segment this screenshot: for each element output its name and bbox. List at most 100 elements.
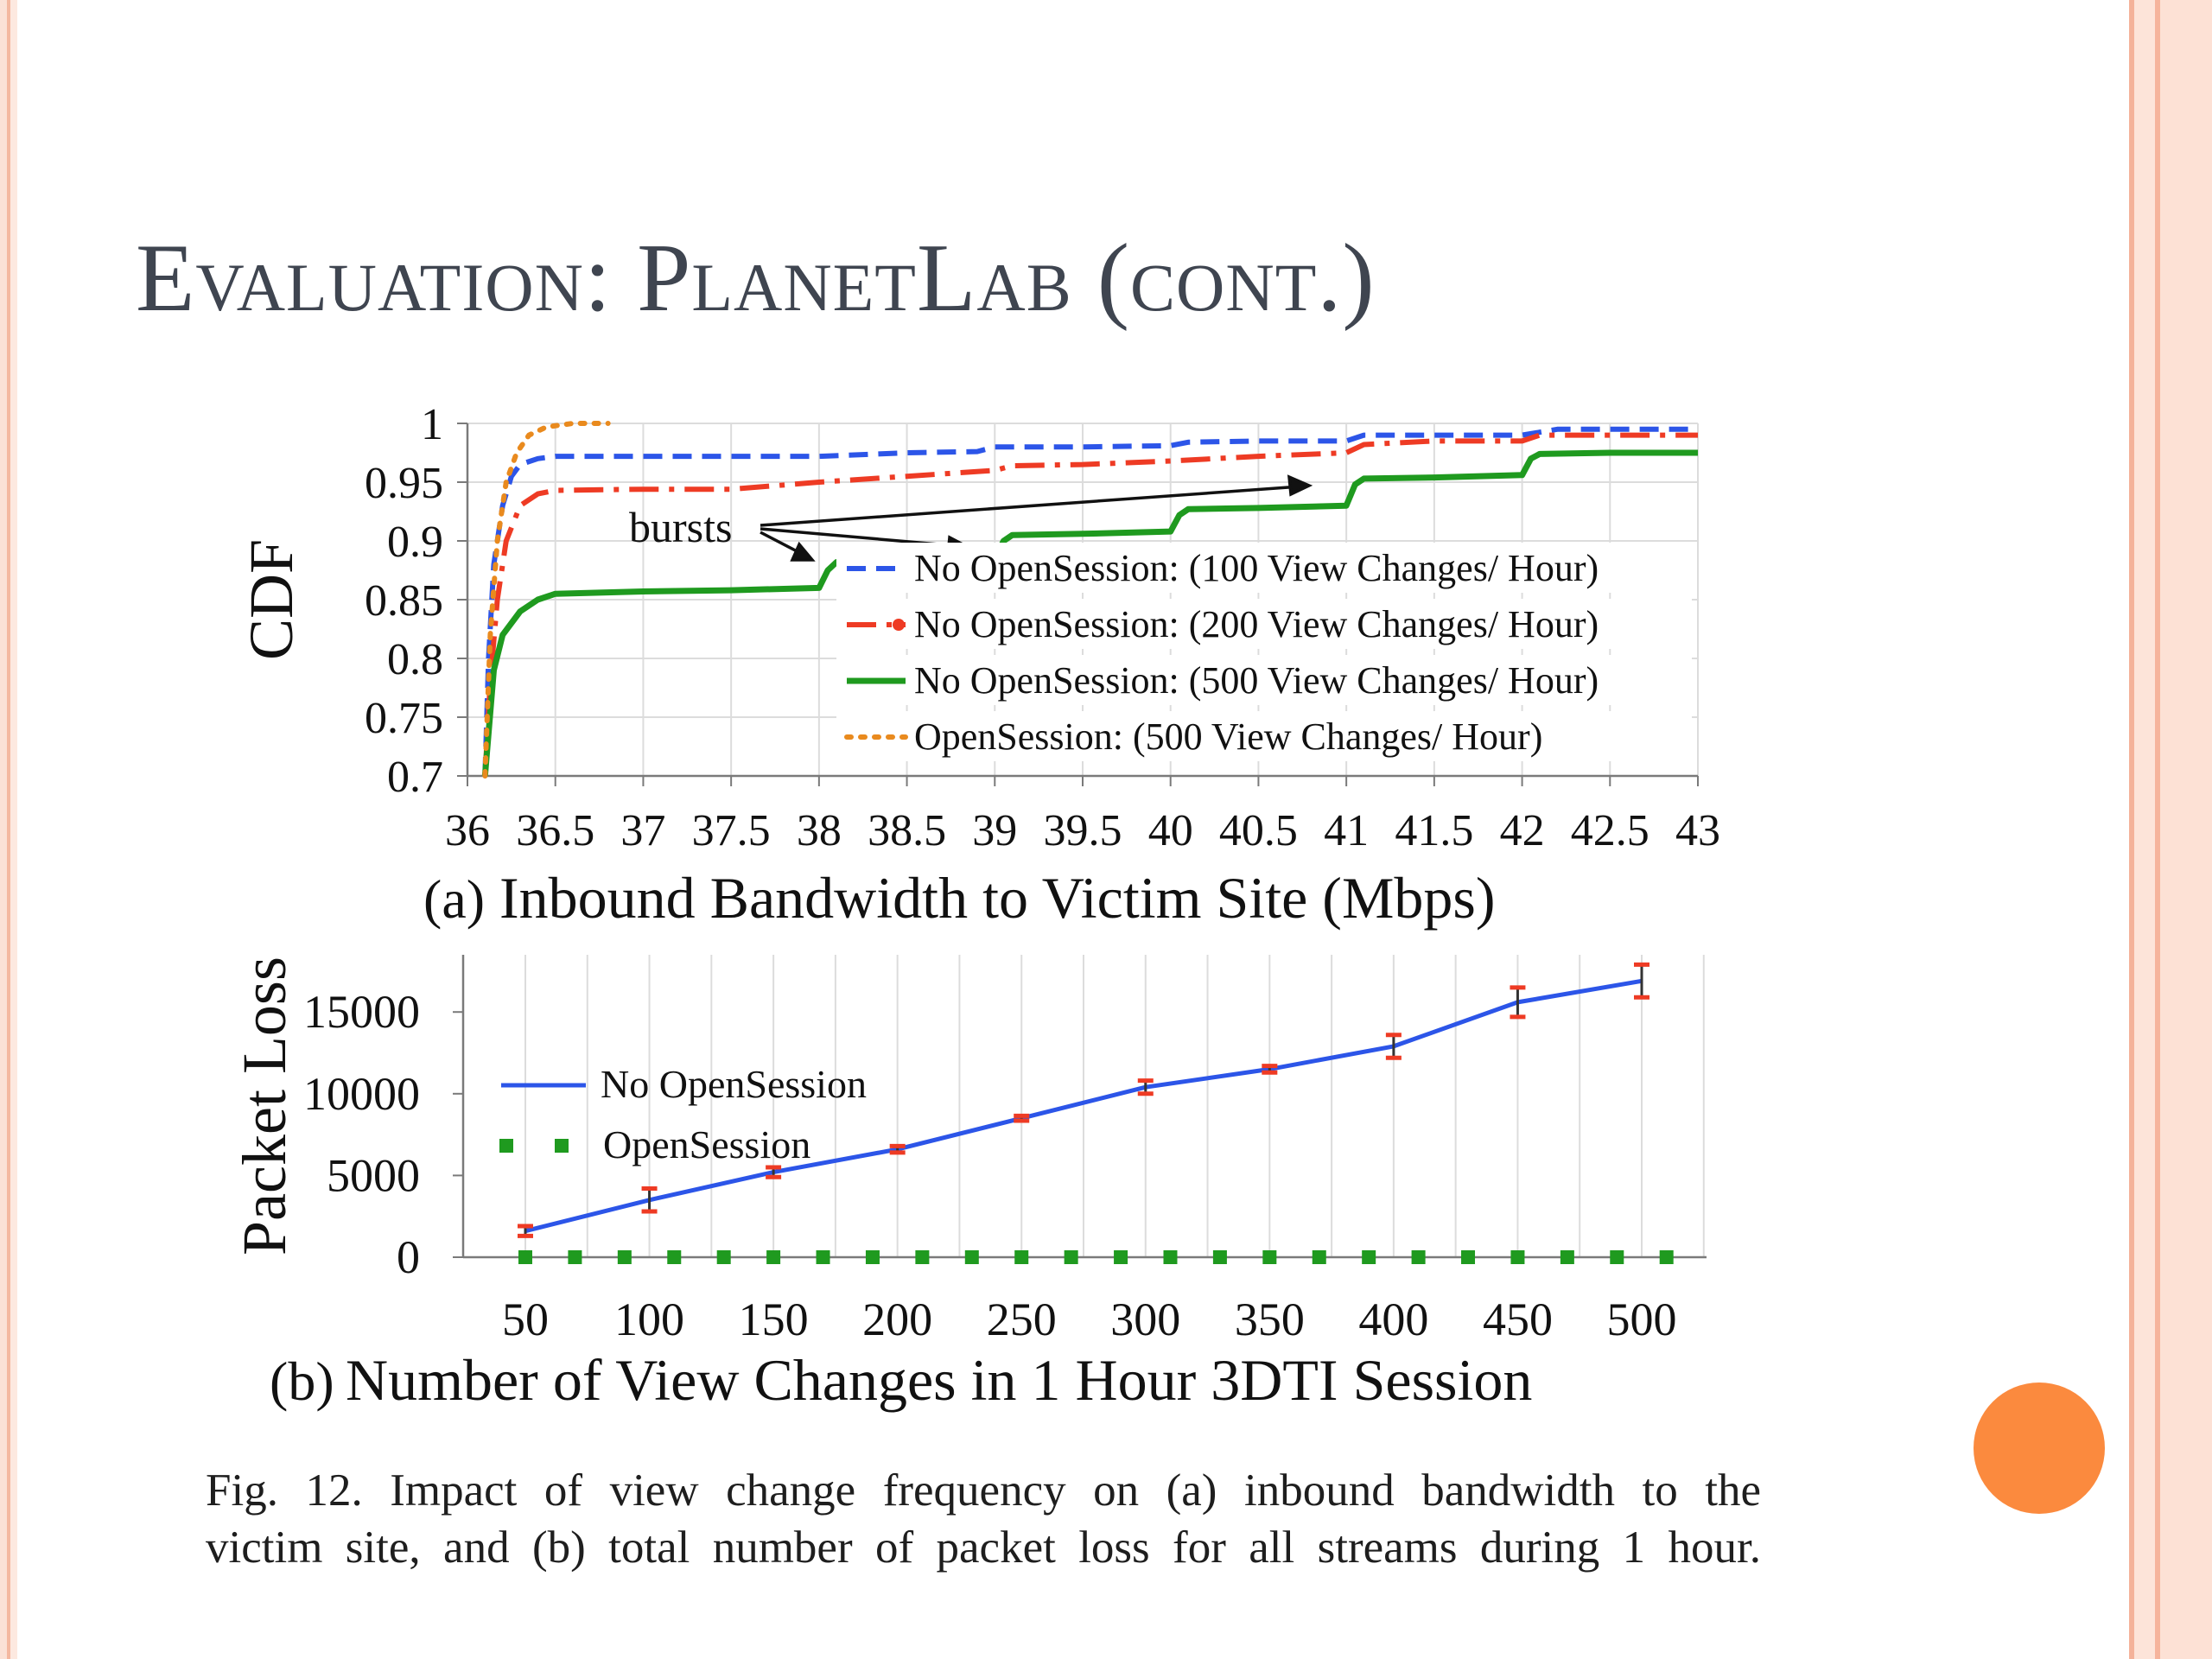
opensession-marker	[518, 1250, 532, 1264]
no-opensession-line	[524, 978, 1643, 1234]
opensession-marker	[1411, 1250, 1426, 1264]
right-decorative-border	[2115, 0, 2212, 1659]
caption-line-2: victim site, and (b) total number of pac…	[206, 1522, 1761, 1573]
cdf-x-tick-label: 42.5	[1571, 806, 1649, 855]
cdf-x-tick-label: 39	[972, 806, 1017, 855]
cdf-legend: No OpenSession: (100 View Changes/ Hour)…	[836, 543, 1692, 761]
bursts-annotation: bursts	[629, 503, 732, 551]
cdf-y-tick-label: 0.9	[387, 518, 443, 567]
cdf-x-tick-label: 36	[445, 806, 490, 855]
opensession-marker	[1014, 1250, 1029, 1264]
cdf-legend-bg	[836, 655, 1692, 705]
packet-loss-y-tick-label: 10000	[303, 1068, 420, 1120]
opensession-marker	[1510, 1250, 1525, 1264]
packet-loss-panel-label: (b)	[270, 1351, 334, 1412]
packet-loss-x-label: Number of View Changes in 1 Hour 3DTI Se…	[346, 1347, 1532, 1413]
packet-loss-x-tick-label: 300	[1110, 1294, 1180, 1345]
opensession-marker	[766, 1250, 781, 1264]
opensession-marker	[1262, 1250, 1277, 1264]
cdf-x-tick-label: 39.5	[1044, 806, 1122, 855]
cdf-series-1-line	[482, 426, 1698, 777]
cdf-x-tick-label: 42	[1500, 806, 1545, 855]
left-decorative-border	[0, 0, 17, 1659]
packet-loss-legend-label-1: No OpenSession	[601, 1062, 867, 1106]
cdf-legend-bg	[836, 543, 1692, 593]
packet-loss-x-tick-label: 250	[987, 1294, 1057, 1345]
packet-loss-y-tick-label: 15000	[303, 986, 420, 1038]
packet-loss-chart: 50 100 150 200 250 300 350 400 450 50005000100001…	[230, 955, 1707, 1413]
packet-loss-x-tick-label: 400	[1358, 1294, 1428, 1345]
opensession-marker	[1163, 1250, 1178, 1264]
opensession-marker	[1064, 1250, 1078, 1264]
cdf-series-3-line	[481, 449, 1698, 777]
burst-arrow-41	[760, 485, 1301, 527]
cdf-chart: 36 36.5 37 37.5 38 38.5 39 39.5 40 40.5 41 41.5 42 42…	[237, 400, 1720, 931]
cdf-legend-label-1: No OpenSession: (100 View Changes/ Hour)	[914, 547, 1599, 589]
cdf-x-tick-label: 38	[797, 806, 842, 855]
cdf-x-label: Inbound Bandwidth to Victim Site (Mbps)	[499, 865, 1496, 931]
cdf-legend-bg	[836, 711, 1692, 761]
cdf-x-tick-label: 40	[1148, 806, 1193, 855]
burst-arrowhead-38	[790, 541, 816, 562]
opensession-marker	[1362, 1250, 1376, 1264]
cdf-legend-label-2: No OpenSession: (200 View Changes/ Hour)	[914, 603, 1599, 645]
packet-loss-legend-swatch-2a	[499, 1139, 513, 1153]
cdf-series-4-line	[482, 421, 611, 779]
packet-loss-y-tick-label: 0	[397, 1231, 420, 1283]
cdf-tick-labels: 36 36.5 37 37.5 38 38.5 39 39.5 40 40.5 41 41.5 42 42…	[365, 400, 1720, 855]
packet-loss-x-tick-label: 500	[1607, 1294, 1677, 1345]
opensession-marker	[716, 1250, 731, 1264]
cdf-legend-bg	[836, 599, 1692, 649]
packet-loss-tick-labels: 50 100 150 200 250 300 350 400 450 50005000100001…	[303, 986, 1677, 1345]
cdf-y-tick-label: 0.75	[365, 694, 443, 743]
opensession-marker	[617, 1250, 632, 1264]
opensession-marker	[1212, 1250, 1227, 1264]
opensession-marker	[667, 1250, 682, 1264]
packet-loss-x-tick-label: 50	[502, 1294, 549, 1345]
figure-caption: Fig. 12. Impact of view change frequency…	[206, 1462, 1761, 1576]
bursts-arrows	[760, 474, 1313, 562]
cdf-legend-marker	[893, 619, 905, 631]
cdf-x-tick-label: 38.5	[868, 806, 946, 855]
opensession-marker	[1610, 1250, 1624, 1264]
cdf-y-tick-label: 0.85	[365, 576, 443, 626]
opensession-marker	[1560, 1250, 1574, 1264]
cdf-legend-label-3: No OpenSession: (500 View Changes/ Hour)	[914, 659, 1599, 702]
packet-loss-series	[518, 962, 1674, 1264]
packet-loss-legend: No OpenSession OpenSession	[499, 1062, 867, 1166]
packet-loss-x-tick-label: 150	[739, 1294, 809, 1345]
opensession-marker	[568, 1250, 582, 1264]
cdf-y-label: CDF	[237, 539, 306, 660]
packet-loss-x-tick-label: 350	[1235, 1294, 1305, 1345]
packet-loss-y-label: Packet Loss	[230, 957, 299, 1255]
cdf-y-tick-label: 0.95	[365, 459, 443, 508]
cdf-legend-label-4: OpenSession: (500 View Changes/ Hour)	[914, 715, 1542, 758]
opensession-marker	[964, 1250, 979, 1264]
caption-line-1: Fig. 12. Impact of view change frequency…	[206, 1465, 1761, 1516]
packet-loss-x-tick-label: 200	[862, 1294, 932, 1345]
opensession-marker	[1114, 1250, 1128, 1264]
opensession-marker	[1461, 1250, 1476, 1264]
packet-loss-x-tick-label: 100	[614, 1294, 684, 1345]
cdf-x-tick-label: 41	[1324, 806, 1369, 855]
cdf-panel-label: (a)	[423, 868, 485, 930]
slide-title: Evaluation: PlanetLab (cont.)	[136, 225, 1376, 332]
cdf-x-tick-label: 41.5	[1395, 806, 1473, 855]
cdf-y-tick-label: 0.8	[387, 635, 443, 684]
opensession-marker	[1659, 1250, 1674, 1264]
packet-loss-legend-label-2: OpenSession	[603, 1122, 810, 1166]
packet-loss-legend-swatch-2b	[555, 1139, 569, 1153]
cdf-x-tick-label: 36.5	[516, 806, 594, 855]
cdf-x-tick-label: 43	[1675, 806, 1720, 855]
packet-loss-y-tick-label: 5000	[327, 1149, 420, 1201]
decorative-orange-circle	[1974, 1382, 2105, 1514]
opensession-marker	[816, 1250, 830, 1264]
opensession-marker	[915, 1250, 930, 1264]
packet-loss-x-tick-label: 450	[1483, 1294, 1553, 1345]
burst-arrowhead-41	[1287, 474, 1313, 497]
cdf-series	[481, 421, 1698, 779]
cdf-x-tick-label: 37.5	[692, 806, 771, 855]
cdf-y-tick-label: 0.7	[387, 753, 443, 802]
cdf-series-2-line	[482, 432, 1698, 777]
opensession-marker	[1312, 1250, 1326, 1264]
